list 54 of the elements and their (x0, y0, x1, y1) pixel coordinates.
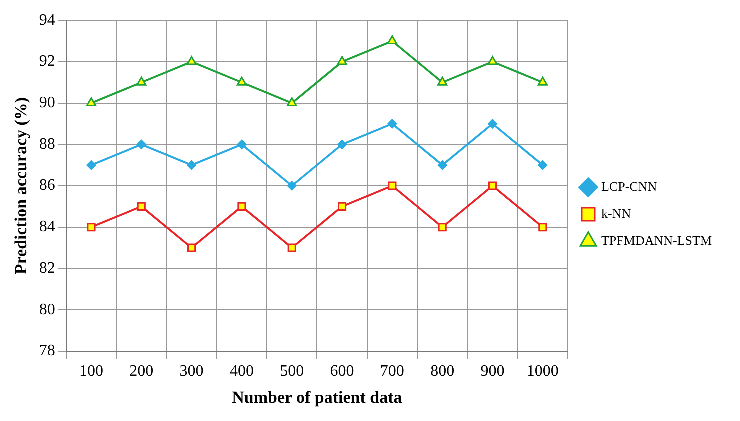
y-tick-label: 80 (39, 301, 56, 318)
point (438, 76, 448, 86)
x-tick-label: 300 (180, 363, 204, 380)
point (237, 140, 247, 150)
y-tick-label: 82 (39, 260, 56, 277)
point (538, 76, 548, 86)
point (388, 182, 397, 190)
point (136, 76, 147, 86)
point (288, 244, 296, 252)
point (86, 160, 96, 170)
x-tick-label: 700 (380, 363, 404, 380)
point (87, 223, 96, 232)
point (338, 202, 347, 211)
y-tick-label: 92 (39, 53, 56, 70)
x-axis-title: Number of patient data (232, 388, 403, 408)
point (488, 119, 498, 129)
point (438, 223, 447, 232)
y-tick-label: 94 (39, 12, 56, 29)
point (187, 160, 197, 170)
point (387, 36, 398, 45)
y-axis-title: Prediction accuracy (%) (12, 97, 31, 275)
point (238, 202, 246, 211)
legend-label: k-NN (601, 206, 632, 221)
point (188, 244, 196, 252)
x-tick-label: 500 (280, 363, 304, 380)
legend-label: LCP-CNN (601, 178, 658, 194)
point (236, 76, 248, 86)
y-tick-label: 78 (39, 342, 56, 360)
x-tick-label: 900 (480, 363, 505, 380)
point (287, 181, 297, 191)
point (287, 98, 298, 107)
point (538, 223, 548, 232)
point (186, 56, 197, 66)
x-tick-label: 800 (430, 363, 455, 380)
point (86, 98, 97, 107)
x-tick-label: 600 (330, 363, 354, 380)
point (538, 160, 548, 170)
y-tick-label: 90 (39, 94, 56, 112)
point (388, 119, 398, 129)
point (338, 140, 348, 150)
x-tick-label: 1000 (526, 363, 559, 380)
y-tick-label: 86 (39, 177, 56, 194)
point (136, 140, 146, 150)
legend-label: TPFMDANN-LSTM (601, 232, 712, 248)
point (488, 56, 498, 66)
point (438, 160, 448, 170)
y-tick-label: 84 (39, 218, 56, 236)
point (488, 182, 498, 190)
point (337, 56, 348, 66)
x-tick-label: 100 (79, 363, 104, 380)
x-tick-label: 400 (230, 363, 254, 380)
x-tick-label: 200 (130, 363, 154, 380)
y-tick-label: 88 (39, 136, 56, 153)
point (137, 202, 146, 211)
